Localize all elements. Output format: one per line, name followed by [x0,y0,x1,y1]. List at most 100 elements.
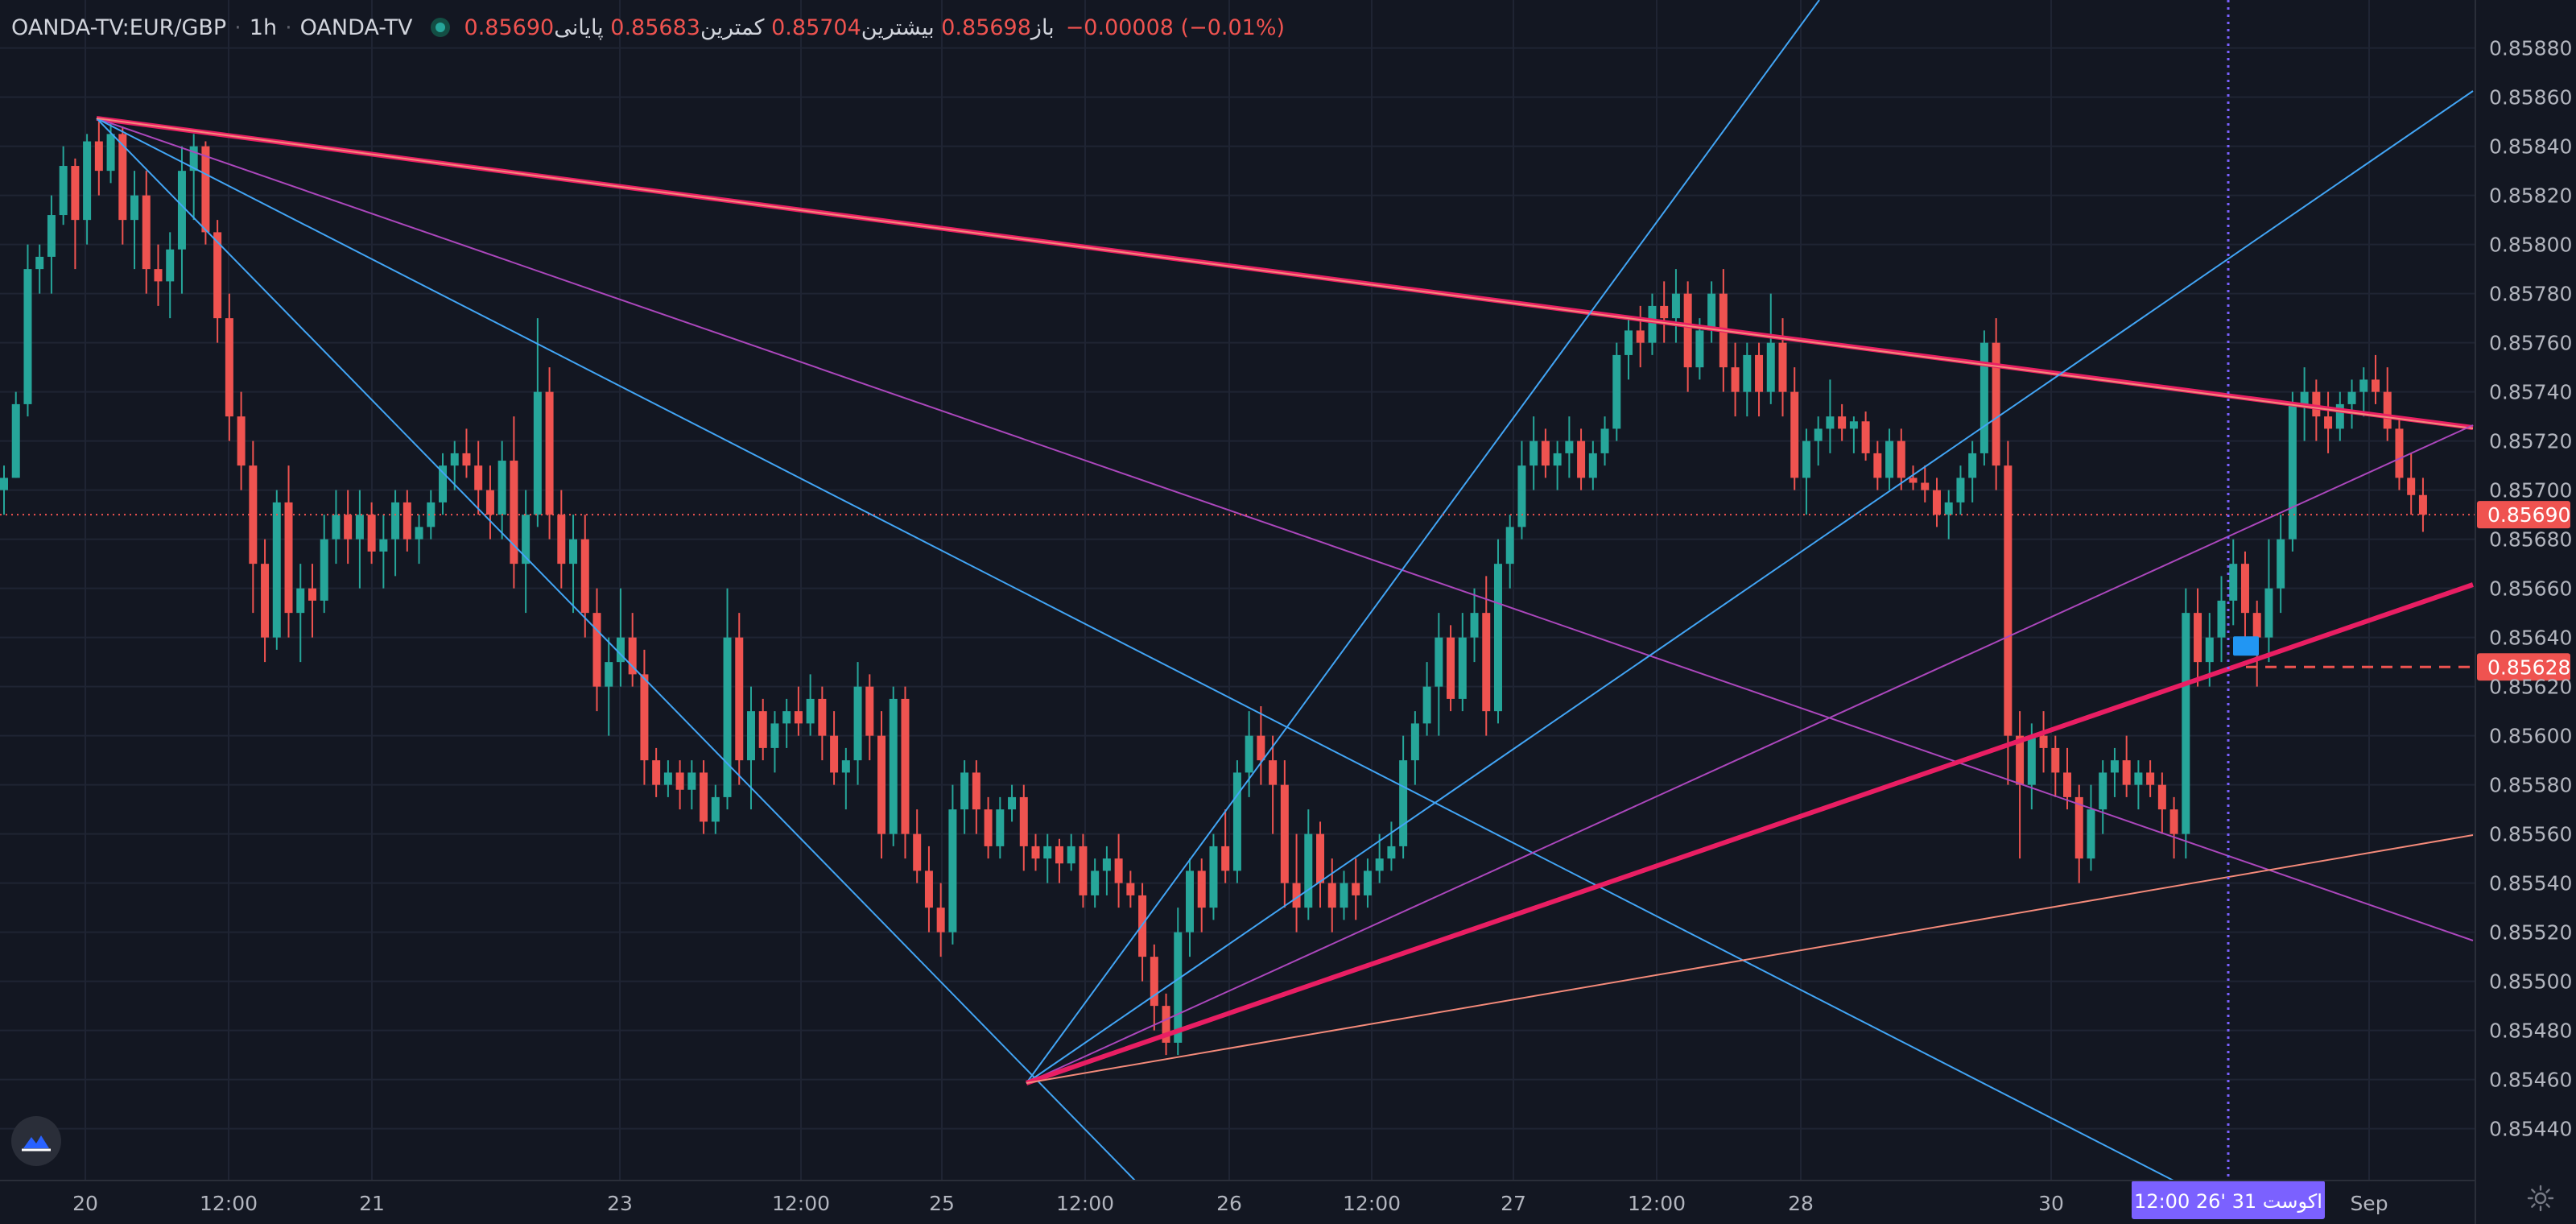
candle-body [1755,354,1764,392]
candle-body [1992,342,2000,466]
ohlc-values: باز 0.85698 بیشترین 0.85704 کمترین 0.85683 … [464,15,1055,40]
candle-body [2099,772,2107,810]
candle-body [94,141,103,172]
candle-body [2395,428,2404,478]
fan-line-blue-1[interactable] [1026,0,1820,1084]
candle-body [770,723,779,748]
candle-body [189,146,198,172]
candle-body [948,809,957,932]
candle-body [1849,421,1858,429]
candle-body [853,686,862,761]
candle-body [2146,772,2155,785]
candle-body [11,403,20,478]
candle-body [711,796,720,822]
candle-body [533,391,542,515]
candle-body [628,637,637,675]
candle-body [177,171,186,250]
candle-body [1245,735,1253,773]
candle-body [118,134,127,221]
candle-body [332,515,341,540]
fan-line-blue-2[interactable] [1026,90,2474,1084]
candle-body [0,478,8,490]
y-tick-label: 0.85820 [2489,184,2572,208]
current-price-tag [2477,501,2570,529]
candle-body [462,453,471,466]
legend-separator: · [285,14,292,40]
candle-body [1280,784,1289,883]
candle-body [201,146,210,233]
candle-body [569,539,578,564]
y-tick-label: 0.85520 [2489,921,2572,945]
candle-body [1944,502,1953,515]
candle-body [154,269,163,282]
candle-body [1031,846,1040,859]
candle-body [1375,858,1384,871]
candle-body [1553,453,1562,466]
candle-body [723,637,732,797]
candle-body [652,760,661,785]
y-tick-label: 0.85560 [2489,823,2572,846]
candle-body [1778,342,1787,392]
fan-line-main[interactable] [1026,582,2474,1085]
fan-line-salmon[interactable] [1026,834,2474,1084]
candle-body [142,195,151,270]
candle-body [877,735,886,834]
y-tick-label: 0.85880 [2489,37,2572,60]
candle-body [59,166,68,216]
candle-body [1458,637,1467,699]
candle-body [2229,564,2238,601]
candle-body [2122,760,2131,785]
candle-body [984,809,993,846]
candle-body [1695,330,1704,368]
trend-line-blue[interactable] [96,118,2174,1181]
candle-body [1055,846,1063,864]
candle-body [1019,796,1028,846]
drawings[interactable] [96,0,2474,1181]
candle-body [1327,883,1336,908]
interval-label[interactable]: 1h [249,14,278,40]
candle-body [522,515,530,564]
logo-icon[interactable] [11,1116,61,1166]
candle-body [1838,416,1847,429]
candle-body [2324,416,2333,429]
x-tick-label: Sep [2350,1192,2388,1215]
candle-body [1505,527,1514,564]
candle-body [1909,478,1918,483]
candle-body [272,502,281,638]
candle-body [1921,482,1930,490]
candle-body [1814,428,1823,441]
legend-separator: · [234,14,242,40]
y-tick-label: 0.85640 [2489,626,2572,650]
candle-body [1363,870,1372,895]
candle-body [1956,478,1965,502]
trend-line-blue-steep[interactable] [96,118,1136,1181]
trend-line-salmon[interactable] [96,118,2474,429]
settings-gear-icon[interactable] [2526,1184,2555,1213]
fan-line-purple[interactable] [1026,424,2474,1084]
candle-body [284,502,293,614]
candle-body [1174,932,1183,1043]
y-tick-label: 0.85660 [2489,577,2572,601]
candle-body [2264,588,2273,638]
candle-body [1493,564,1502,712]
candle-body [2300,391,2309,404]
candle-body [35,256,44,270]
symbol-name[interactable]: OANDA-TV:EUR/GBP [11,14,227,40]
candle-body [1861,421,1870,453]
candle-body [1102,858,1111,871]
candle-body [2240,564,2249,614]
candle-body [2169,809,2178,834]
candle-body [1731,367,1740,392]
candle-body [427,502,436,527]
candle-body [841,760,850,773]
candle-body [1399,760,1408,846]
candle-body [1600,428,1609,453]
candle-body [1470,613,1479,638]
trend-line-purple[interactable] [96,118,2474,941]
candle-body [450,453,459,466]
y-tick-label: 0.85860 [2489,86,2572,110]
candle-body [225,318,233,417]
open-value: 0.85698 [941,14,1031,40]
y-tick-label: 0.85800 [2489,234,2572,257]
